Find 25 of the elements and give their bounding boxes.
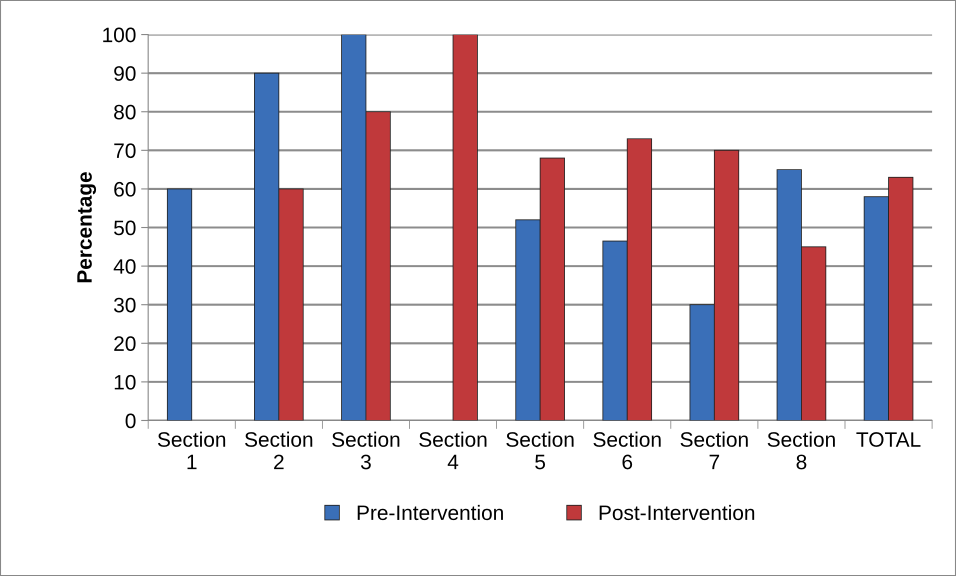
y-tick-label: 40 (114, 259, 136, 274)
x-tick-label: TOTAL (856, 432, 920, 447)
y-tick-label: 30 (114, 298, 136, 312)
y-tick-label: 60 (114, 182, 136, 197)
x-tick-label: Section 6 (593, 432, 661, 470)
bar (452, 34, 478, 420)
y-tick-label: 90 (114, 66, 136, 81)
legend-label: Post-Intervention (600, 504, 754, 520)
y-tick-label: 100 (103, 28, 136, 42)
y-axis-title: Percentage (77, 172, 96, 282)
y-tick-label: 80 (114, 104, 136, 120)
legend-label: Pre-Intervention (358, 504, 503, 520)
x-tick-label: Section 4 (419, 432, 486, 470)
y-tick-label: 50 (114, 220, 136, 236)
x-tick-label: Section 5 (506, 432, 574, 470)
x-tick-label: Section 3 (332, 432, 400, 470)
bar (166, 188, 192, 420)
y-tick-label: 10 (114, 374, 136, 390)
x-tick-label: Section 1 (158, 432, 226, 470)
y-tick-label: 70 (114, 143, 136, 158)
y-tick-label: 20 (114, 336, 136, 352)
x-tick-label: Section 2 (245, 432, 312, 470)
y-tick-label: 0 (126, 413, 136, 428)
x-tick-label: Section 8 (768, 432, 835, 470)
x-tick-label: Section 7 (680, 432, 748, 470)
